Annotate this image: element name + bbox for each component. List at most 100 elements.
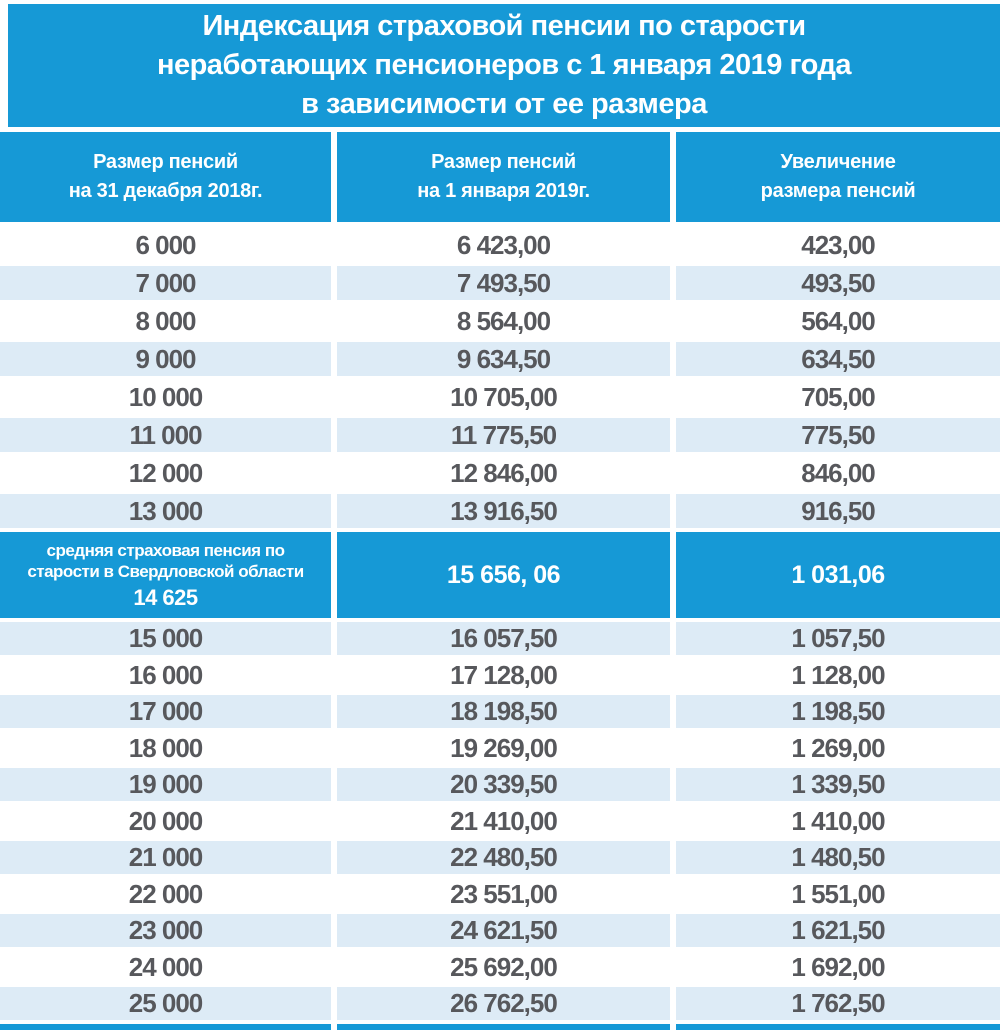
table-cell: 18 198,50 — [337, 695, 670, 728]
page-title-line: в зависимости от ее размера — [301, 88, 707, 120]
table-cell: 1 692,00 — [676, 950, 1000, 984]
special-row-increase-cell: 1 031,06 — [676, 532, 1000, 618]
table-row: 6 000 6 423,00 423,00 — [0, 228, 1000, 262]
table-cell: 13 000 — [0, 494, 331, 528]
table-row: 20 000 21 410,00 1 410,00 — [0, 804, 1000, 838]
table-row: 11 000 11 775,50 775,50 — [0, 418, 1000, 452]
table-cell: 16 000 — [0, 658, 331, 692]
column-header-line: Размер пенсий — [431, 151, 576, 173]
table-row: 8 000 8 564,00 564,00 — [0, 304, 1000, 338]
table-row: 21 000 22 480,50 1 480,50 — [0, 841, 1000, 874]
table-cell: 11 775,50 — [337, 418, 670, 452]
table-cell: 12 846,00 — [337, 456, 670, 490]
column-header-line: Увеличение — [780, 151, 896, 173]
table-cell: 19 269,00 — [337, 731, 670, 765]
table-cell: 20 000 — [0, 804, 331, 838]
table-cell: 16 057,50 — [337, 622, 670, 655]
table-cell: 17 128,00 — [337, 658, 670, 692]
table-cell: 423,00 — [676, 228, 1000, 262]
table-cell: 7 000 — [0, 266, 331, 300]
table-cell: 1 198,50 — [676, 695, 1000, 728]
table-cell: 20 339,50 — [337, 768, 670, 801]
page-title-line: неработающих пенсионеров с 1 января 2019… — [156, 49, 852, 81]
table-cell: 775,50 — [676, 418, 1000, 452]
table-cell: 26 762,50 — [337, 987, 670, 1020]
table-cell: 8 564,00 — [337, 304, 670, 338]
table-cell: 916,50 — [676, 494, 1000, 528]
table-cell: 12 000 — [0, 456, 331, 490]
table-row: 10 000 10 705,00 705,00 — [0, 380, 1000, 414]
special-average-pension-row: средняя страховая пенсия по старости в С… — [0, 532, 1000, 618]
table-cell: 19 000 — [0, 768, 331, 801]
table-cell: 6 423,00 — [337, 228, 670, 262]
table-cell: 25 692,00 — [337, 950, 670, 984]
special-row-label-line: средняя страховая пенсия по — [46, 540, 285, 560]
bottom-strip-segment — [676, 1023, 1000, 1030]
table-cell: 1 269,00 — [676, 731, 1000, 765]
table-row: 18 000 19 269,00 1 269,00 — [0, 731, 1000, 765]
table-cell: 634,50 — [676, 342, 1000, 376]
bottom-strip-segment — [337, 1023, 670, 1030]
table-cell: 1 410,00 — [676, 804, 1000, 838]
table-row: 22 000 23 551,00 1 551,00 — [0, 877, 1000, 911]
column-header-pension-2018: Размер пенсий на 31 декабря 2018г. — [0, 132, 331, 222]
table-cell: 7 493,50 — [337, 266, 670, 300]
table-row: 24 000 25 692,00 1 692,00 — [0, 950, 1000, 984]
column-header-increase: Увеличение размера пенсий — [676, 132, 1000, 222]
table-cell: 21 000 — [0, 841, 331, 874]
table-cell: 9 634,50 — [337, 342, 670, 376]
page-title-line: Индексация страховой пенсии по старости — [202, 10, 806, 42]
table-cell: 10 000 — [0, 380, 331, 414]
table-cell: 1 480,50 — [676, 841, 1000, 874]
special-row-label-line: старости в Свердловской области — [27, 561, 304, 581]
table-cell: 1 551,00 — [676, 877, 1000, 911]
column-header-pension-2019: Размер пенсий на 1 января 2019г. — [337, 132, 670, 222]
column-header-line: Размер пенсий — [93, 151, 238, 173]
table-cell: 493,50 — [676, 266, 1000, 300]
table-cell: 11 000 — [0, 418, 331, 452]
table-cell: 564,00 — [676, 304, 1000, 338]
table-row: 13 000 13 916,50 916,50 — [0, 494, 1000, 528]
special-row-pension-2018-value: 14 625 — [133, 584, 198, 610]
table-row: 15 000 16 057,50 1 057,50 — [0, 622, 1000, 655]
column-header-line: на 1 января 2019г. — [417, 180, 590, 202]
table-row: 9 000 9 634,50 634,50 — [0, 342, 1000, 376]
table-row: 12 000 12 846,00 846,00 — [0, 456, 1000, 490]
table-cell: 846,00 — [676, 456, 1000, 490]
table-cell: 24 621,50 — [337, 914, 670, 947]
table-cell: 1 057,50 — [676, 622, 1000, 655]
special-row-pension-2019-cell: 15 656, 06 — [337, 532, 670, 618]
table-row: 16 000 17 128,00 1 128,00 — [0, 658, 1000, 692]
table-cell: 23 551,00 — [337, 877, 670, 911]
special-row-pension-2019-value: 15 656, 06 — [446, 560, 561, 589]
special-row-increase-value: 1 031,06 — [791, 560, 885, 589]
table-cell: 10 705,00 — [337, 380, 670, 414]
table-cell: 18 000 — [0, 731, 331, 765]
column-header-line: размера пенсий — [760, 180, 916, 202]
table-header-row: Размер пенсий на 31 декабря 2018г. Разме… — [0, 132, 1000, 222]
table-cell: 23 000 — [0, 914, 331, 947]
table-cell: 1 621,50 — [676, 914, 1000, 947]
special-row-label-cell: средняя страховая пенсия по старости в С… — [0, 532, 331, 618]
table-cell: 1 762,50 — [676, 987, 1000, 1020]
table-rows-6000-13000: 6 000 6 423,00 423,00 7 000 7 493,50 493,50 8 … — [0, 228, 1000, 528]
table-row: 7 000 7 493,50 493,50 — [0, 266, 1000, 300]
table-rows-15000-25000: 15 000 16 057,50 1 057,50 16 000 17 128,00 1 … — [0, 622, 1000, 1020]
table-cell: 21 410,00 — [337, 804, 670, 838]
table-cell: 15 000 — [0, 622, 331, 655]
table-cell: 13 916,50 — [337, 494, 670, 528]
bottom-edge-strip — [0, 1023, 1000, 1030]
table-cell: 705,00 — [676, 380, 1000, 414]
table-row: 19 000 20 339,50 1 339,50 — [0, 768, 1000, 801]
table-cell: 22 480,50 — [337, 841, 670, 874]
table-cell: 6 000 — [0, 228, 331, 262]
table-cell: 17 000 — [0, 695, 331, 728]
table-cell: 1 128,00 — [676, 658, 1000, 692]
table-cell: 8 000 — [0, 304, 331, 338]
table-row: 25 000 26 762,50 1 762,50 — [0, 987, 1000, 1020]
table-cell: 24 000 — [0, 950, 331, 984]
table-cell: 25 000 — [0, 987, 331, 1020]
table-row: 17 000 18 198,50 1 198,50 — [0, 695, 1000, 728]
table-row: 23 000 24 621,50 1 621,50 — [0, 914, 1000, 947]
